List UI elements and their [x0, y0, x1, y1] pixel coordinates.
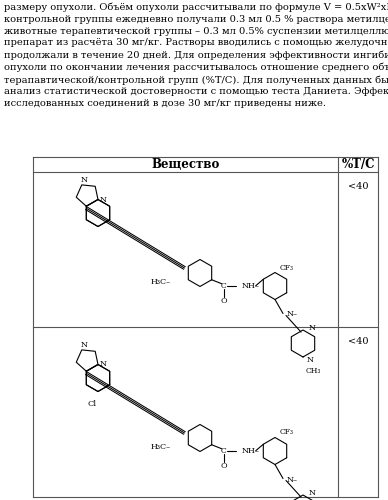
Text: O: O: [220, 296, 227, 304]
Text: N: N: [80, 341, 87, 349]
Text: %Т/С: %Т/С: [341, 158, 375, 171]
Text: O: O: [220, 462, 227, 470]
Text: Cl: Cl: [87, 400, 97, 407]
Text: N–: N–: [287, 310, 298, 318]
Text: H₃C–: H₃C–: [150, 443, 170, 451]
Text: N: N: [307, 356, 314, 364]
Text: C: C: [221, 447, 227, 455]
Text: CF₃: CF₃: [280, 264, 294, 272]
Text: CH₃: CH₃: [305, 367, 321, 375]
Text: CF₃: CF₃: [280, 428, 294, 436]
Text: N: N: [80, 176, 87, 184]
Text: N: N: [309, 489, 316, 497]
Text: N: N: [309, 324, 316, 332]
Text: H₃C–: H₃C–: [150, 278, 170, 286]
Text: <40: <40: [348, 337, 368, 346]
Text: размеру опухоли. Объём опухоли рассчитывали по формуле V = 0.5xW²xL. Животные
ко: размеру опухоли. Объём опухоли рассчитыв…: [4, 3, 388, 108]
Text: <40: <40: [348, 182, 368, 191]
Text: N–: N–: [287, 476, 298, 484]
Text: N: N: [99, 360, 106, 368]
Text: Вещество: Вещество: [151, 158, 220, 171]
Text: NH–: NH–: [242, 447, 260, 455]
Text: N: N: [99, 196, 106, 203]
Text: C: C: [221, 282, 227, 290]
Text: NH–: NH–: [242, 282, 260, 290]
